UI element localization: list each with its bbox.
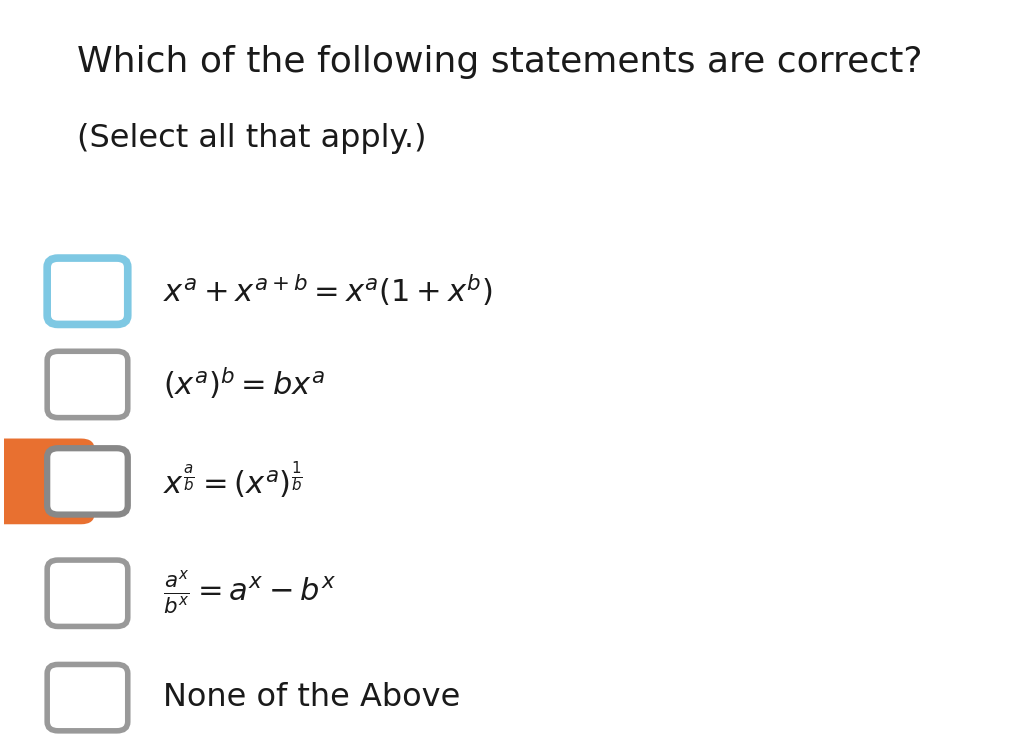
Text: $(x^a)^b = bx^a$: $(x^a)^b = bx^a$ [162,366,325,403]
Text: (Select all that apply.): (Select all that apply.) [77,124,426,155]
FancyBboxPatch shape [47,258,127,324]
FancyBboxPatch shape [0,439,94,524]
FancyBboxPatch shape [47,560,127,627]
FancyBboxPatch shape [47,351,127,418]
Text: $x^a + x^{a+b} = x^a\left(1 + x^b\right)$: $x^a + x^{a+b} = x^a\left(1 + x^b\right)… [162,273,492,309]
Text: $\frac{a^x}{b^x} = a^x - b^x$: $\frac{a^x}{b^x} = a^x - b^x$ [162,569,336,618]
FancyBboxPatch shape [47,448,127,514]
Text: Which of the following statements are correct?: Which of the following statements are co… [77,45,922,79]
Text: None of the Above: None of the Above [162,682,460,713]
Text: $x^{\frac{a}{b}} = (x^a)^{\frac{1}{b}}$: $x^{\frac{a}{b}} = (x^a)^{\frac{1}{b}}$ [162,460,302,502]
FancyBboxPatch shape [47,664,127,731]
